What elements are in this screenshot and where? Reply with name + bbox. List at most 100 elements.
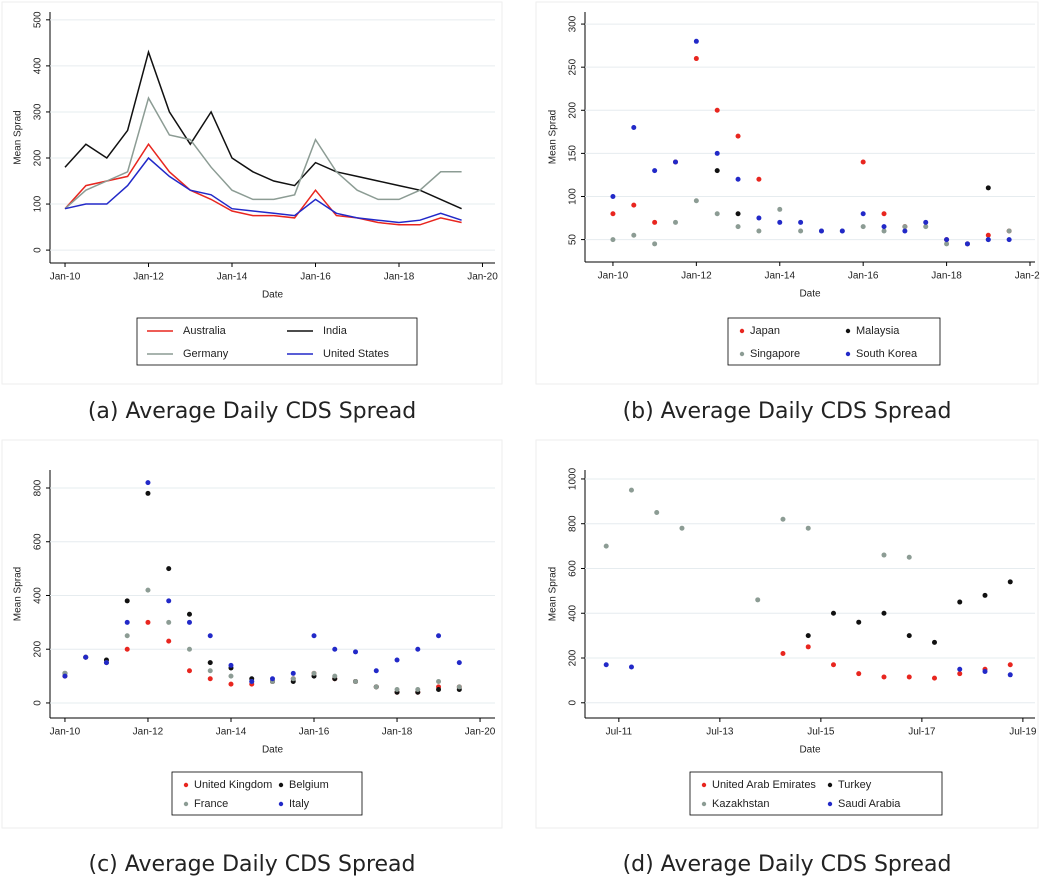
point <box>311 670 317 676</box>
point <box>798 228 804 234</box>
point <box>394 657 400 663</box>
panel-frame <box>1 439 503 829</box>
x-tick-label: Jul-13 <box>706 727 734 738</box>
point <box>610 193 616 199</box>
legend-swatch <box>701 782 707 788</box>
point <box>332 673 338 679</box>
x-tick-label: Jan-14 <box>216 727 247 738</box>
y-tick-label: 600 <box>568 560 579 577</box>
point <box>103 660 109 666</box>
x-tick-label: Jul-17 <box>908 727 936 738</box>
point <box>124 619 130 625</box>
point <box>860 211 866 217</box>
point <box>166 566 172 572</box>
y-tick-label: 500 <box>33 11 44 28</box>
y-tick-label: 200 <box>568 101 579 118</box>
legend-label: United Arab Emirates <box>712 779 816 791</box>
point <box>290 676 296 682</box>
point <box>906 674 912 680</box>
point <box>631 125 637 131</box>
legend-label: United Kingdom <box>194 779 272 791</box>
point <box>145 490 151 496</box>
point <box>856 619 862 625</box>
point <box>805 525 811 531</box>
point <box>228 681 234 687</box>
point <box>881 674 887 680</box>
x-tick-label: Jan-18 <box>382 727 413 738</box>
point <box>249 678 255 684</box>
caption: (d) Average Daily CDS Spread <box>623 852 952 877</box>
point <box>166 619 172 625</box>
point <box>714 107 720 113</box>
point <box>62 673 68 679</box>
point <box>631 232 637 238</box>
x-tick-label: Jan-10 <box>50 272 81 283</box>
point <box>856 671 862 677</box>
point <box>923 219 929 225</box>
point <box>818 228 824 234</box>
legend-swatch <box>183 782 189 788</box>
point <box>1007 579 1013 585</box>
x-tick-label: Jan-20 <box>467 272 498 283</box>
point <box>228 662 234 668</box>
x-tick-label: Jan-16 <box>300 272 331 283</box>
x-tick-label: Jul-19 <box>1009 727 1037 738</box>
point <box>756 228 762 234</box>
legend-swatch <box>183 801 189 807</box>
legend-box <box>727 317 941 366</box>
legend-label: France <box>194 798 228 810</box>
y-tick-label: 200 <box>568 649 579 666</box>
caption: (c) Average Daily CDS Spread <box>89 852 416 877</box>
point <box>777 206 783 212</box>
point <box>830 610 836 616</box>
point <box>207 668 213 674</box>
caption: (a) Average Daily CDS Spread <box>88 399 416 424</box>
y-tick-label: 150 <box>568 145 579 162</box>
x-tick-label: Jan-14 <box>217 272 248 283</box>
point <box>124 633 130 639</box>
point <box>860 224 866 230</box>
point <box>353 649 359 655</box>
y-tick-label: 300 <box>33 103 44 120</box>
legend-label: Germany <box>183 348 229 360</box>
legend-swatch <box>827 801 833 807</box>
point <box>860 159 866 165</box>
x-tick-label: Jan-16 <box>848 271 879 282</box>
point <box>145 619 151 625</box>
point <box>631 202 637 208</box>
x-axis-label: Date <box>799 289 821 300</box>
point <box>415 687 421 693</box>
point <box>714 211 720 217</box>
legend-swatch <box>845 351 851 357</box>
y-axis-label: Mean Sprad <box>548 567 559 621</box>
panel-frame <box>535 439 1039 829</box>
y-axis-label: Mean Sprad <box>548 110 559 164</box>
point <box>207 660 213 666</box>
point <box>652 219 658 225</box>
point <box>985 185 991 191</box>
point <box>603 662 609 668</box>
point <box>906 633 912 639</box>
x-tick-label: Jul-15 <box>807 727 835 738</box>
legend-label: Belgium <box>289 779 329 791</box>
series-line <box>64 49 462 210</box>
legend-box <box>689 771 943 816</box>
point <box>735 176 741 182</box>
point <box>186 619 192 625</box>
point <box>332 646 338 652</box>
x-tick-label: Jan-20 <box>1015 271 1040 282</box>
panel-frame <box>1 1 503 385</box>
legend-label: Kazakhstan <box>712 798 769 810</box>
y-tick-label: 50 <box>568 234 579 246</box>
point <box>714 150 720 156</box>
point <box>1007 662 1013 668</box>
x-tick-label: Jul-11 <box>606 727 633 738</box>
legend-label: United States <box>323 348 390 360</box>
point <box>610 237 616 243</box>
y-tick-label: 1000 <box>568 467 579 490</box>
point <box>436 678 442 684</box>
y-tick-label: 800 <box>568 515 579 532</box>
legend-label: Singapore <box>750 348 800 360</box>
point <box>207 633 213 639</box>
plot-area <box>62 480 462 695</box>
